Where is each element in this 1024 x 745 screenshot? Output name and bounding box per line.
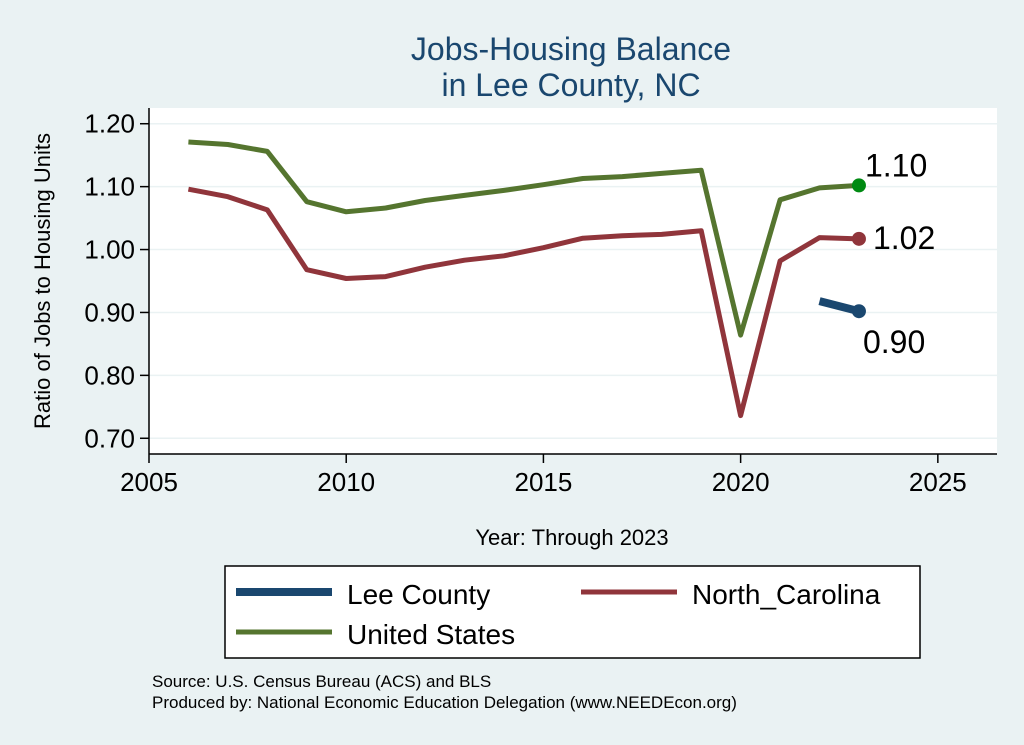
end-marker-north-carolina [851, 231, 866, 246]
plot-area [149, 108, 997, 454]
series-line-united-states [188, 139, 860, 338]
x-tick-label: 2005 [120, 467, 178, 497]
legend-label-united-states: United States [347, 619, 515, 650]
y-tick-label: 0.70 [84, 423, 135, 453]
end-labels: 1.02 1.10 0.90 [863, 147, 935, 360]
end-label-north-carolina: 1.02 [873, 220, 935, 256]
chart-title-line-1: Jobs-Housing Balance [411, 31, 731, 67]
y-tick-label: 1.10 [84, 172, 135, 202]
y-tick-label: 1.20 [84, 109, 135, 139]
chart-title-line-2: in Lee County, NC [441, 67, 700, 103]
y-axis-title: Ratio of Jobs to Housing Units [30, 133, 55, 429]
y-axis: 0.70 0.80 0.90 1.00 1.10 1.20 [84, 108, 150, 454]
x-tick-label: 2015 [514, 467, 572, 497]
x-tick-label: 2020 [712, 467, 770, 497]
legend-label-north-carolina: North_Carolina [692, 579, 881, 610]
x-tick-label: 2010 [317, 467, 375, 497]
legend-box [224, 565, 921, 659]
y-tick-label: 1.00 [84, 235, 135, 265]
legend-label-lee-county: Lee County [347, 579, 490, 610]
x-tick-label: 2025 [909, 467, 967, 497]
source-note: Source: U.S. Census Bureau (ACS) and BLS [152, 672, 491, 691]
end-label-lee-county: 0.90 [863, 324, 925, 360]
x-axis: 2005 2010 2015 2020 2025 [120, 453, 997, 497]
x-axis-title: Year: Through 2023 [475, 525, 668, 550]
series-line-north-carolina [187, 186, 860, 419]
y-tick-label: 0.80 [84, 360, 135, 390]
end-marker-lee-county [851, 304, 866, 319]
end-label-united-states: 1.10 [865, 147, 927, 183]
y-tick-label: 0.90 [84, 297, 135, 327]
gridlines [149, 122, 997, 440]
produced-by-note: Produced by: National Economic Education… [152, 693, 737, 712]
end-markers [851, 178, 866, 319]
legend: Lee County North_Carolina United States [224, 565, 921, 659]
end-marker-united-states [851, 178, 866, 193]
